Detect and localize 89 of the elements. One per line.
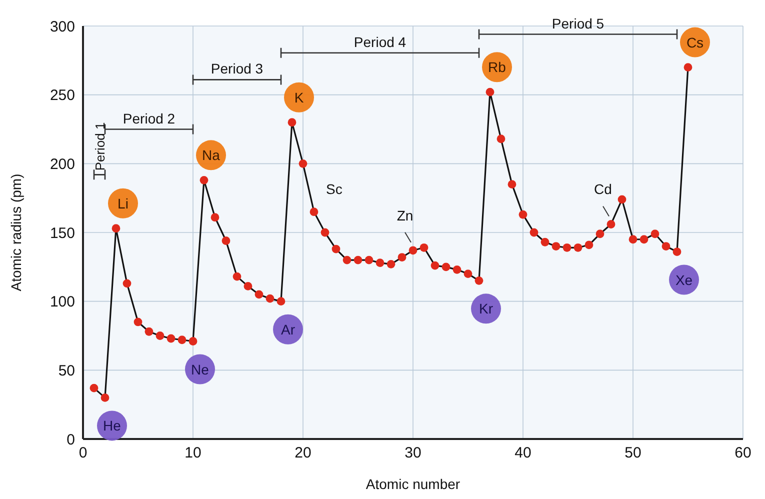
annotation: Ne (191, 361, 210, 378)
point (628, 235, 638, 244)
point (420, 243, 428, 252)
point (232, 272, 242, 281)
annotation: Ar (281, 321, 296, 338)
annotation: Period 4 (354, 34, 406, 50)
point (144, 327, 154, 336)
point (650, 230, 660, 238)
point (662, 242, 670, 250)
y-axis-title: Atomic radius (pm) (8, 174, 24, 292)
point (574, 243, 582, 252)
point (540, 238, 550, 246)
point (178, 336, 186, 344)
point (100, 394, 110, 402)
y-tick-label: 100 (50, 294, 75, 311)
point (266, 294, 274, 303)
y-tick-label: 200 (50, 156, 75, 173)
point (288, 118, 296, 127)
x-tick-label: 30 (404, 444, 422, 462)
point (452, 265, 462, 274)
x-axis-title: Atomic number (366, 476, 460, 492)
point (430, 261, 440, 270)
point (156, 332, 164, 340)
annotation: Rb (488, 59, 506, 76)
point (298, 159, 308, 168)
point (122, 279, 132, 288)
point (134, 318, 142, 326)
point (376, 258, 384, 267)
point (408, 246, 418, 255)
y-tick-label: 50 (58, 362, 75, 380)
point (112, 224, 120, 233)
annotation: Li (118, 195, 128, 212)
point (518, 210, 528, 219)
point (386, 260, 396, 268)
point (364, 256, 374, 264)
point (342, 256, 352, 264)
x-tick-label: 60 (734, 444, 752, 462)
annotation: Zn (396, 207, 414, 224)
annotation: Period 5 (552, 15, 604, 32)
point (310, 208, 318, 216)
point (596, 230, 604, 238)
point (200, 176, 208, 184)
point (166, 334, 176, 343)
point (640, 235, 648, 244)
annotation: Cd (594, 181, 612, 198)
x-tick-label: 40 (514, 444, 532, 462)
point (684, 63, 692, 72)
point (222, 236, 230, 245)
annotation: Period 3 (210, 60, 264, 77)
point (486, 88, 494, 96)
point (508, 180, 516, 189)
annotation: Period 1 (92, 122, 108, 171)
annotation: Na (202, 147, 220, 164)
annotation: Sc (326, 180, 342, 197)
point (398, 253, 406, 262)
point (584, 240, 594, 250)
point (332, 244, 340, 254)
point (442, 262, 450, 272)
point (210, 213, 220, 222)
point (254, 290, 264, 299)
point (90, 384, 98, 392)
annotation: He (103, 418, 122, 434)
x-tick-label: 0 (78, 444, 88, 462)
point (276, 297, 286, 306)
point (672, 248, 682, 256)
point (474, 276, 484, 285)
annotation: K (294, 89, 304, 106)
annotation: Period 2 (122, 110, 176, 126)
x-tick-label: 50 (624, 444, 642, 462)
point (618, 195, 626, 204)
y-tick-label: 250 (50, 87, 75, 104)
x-tick-label: 20 (294, 444, 312, 462)
point (244, 282, 252, 290)
point (188, 337, 198, 346)
point (606, 220, 616, 228)
y-tick-label: 300 (50, 18, 75, 36)
x-tick-label: 10 (184, 444, 202, 462)
annotation: Cs (686, 34, 704, 50)
y-tick-label: 150 (50, 224, 75, 242)
point (464, 270, 472, 278)
y-tick-label: 0 (66, 431, 75, 448)
point (496, 134, 506, 144)
point (530, 228, 538, 237)
point (320, 228, 330, 237)
point (552, 242, 560, 250)
point (562, 243, 572, 252)
annotation: Kr (479, 300, 494, 317)
point (354, 256, 362, 264)
annotation: Xe (675, 272, 693, 288)
